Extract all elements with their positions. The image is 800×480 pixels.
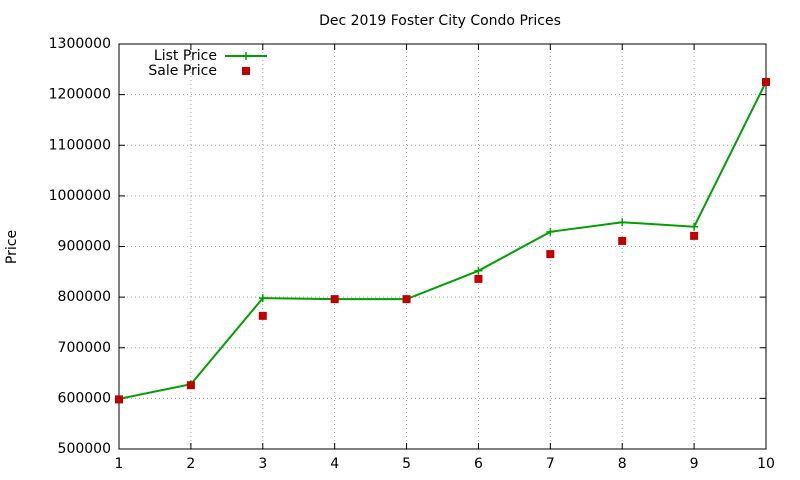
x-tick-label: 6 <box>474 456 483 472</box>
x-tick-label: 2 <box>186 456 195 472</box>
point-marker <box>690 222 699 231</box>
x-tick-label: 8 <box>618 456 627 472</box>
x-tick-label: 3 <box>258 456 267 472</box>
point-marker <box>618 236 627 245</box>
point-marker <box>402 295 411 304</box>
point-marker <box>115 395 123 404</box>
point-marker <box>546 227 555 236</box>
y-tick-label: 700000 <box>58 340 111 356</box>
plot-frame <box>118 43 767 450</box>
point-marker <box>690 231 699 240</box>
point-marker <box>258 294 267 303</box>
chart-title: Dec 2019 Foster City Condo Prices <box>319 13 561 29</box>
y-tick-label: 1100000 <box>49 137 111 153</box>
x-tick-label: 4 <box>330 456 339 472</box>
point-marker <box>474 274 483 283</box>
legend-label: Sale Price <box>148 63 217 79</box>
point-marker <box>474 266 483 275</box>
y-tick-label: 1300000 <box>49 36 111 52</box>
point-marker <box>186 381 195 390</box>
y-tick-label: 1200000 <box>49 87 111 103</box>
point-marker <box>762 77 770 86</box>
y-tick-label: 900000 <box>58 239 111 255</box>
legend-label: List Price <box>154 48 217 64</box>
y-tick-label: 800000 <box>58 289 111 305</box>
legend-swatch <box>242 52 250 60</box>
x-tick-label: 7 <box>546 456 555 472</box>
y-tick-label: 600000 <box>58 390 111 406</box>
x-tick-label: 1 <box>115 456 124 472</box>
y-axis-label: Price <box>4 230 20 264</box>
x-tick-label: 10 <box>757 456 775 472</box>
point-marker <box>618 218 627 227</box>
x-tick-label: 9 <box>690 456 699 472</box>
point-marker <box>330 295 339 304</box>
y-tick-label: 1000000 <box>49 188 111 204</box>
series-line <box>118 81 767 400</box>
point-marker <box>258 311 267 320</box>
x-tick-label: 5 <box>402 456 411 472</box>
legend-swatch <box>242 67 250 75</box>
y-tick-label: 500000 <box>58 441 111 457</box>
point-marker <box>546 250 555 259</box>
